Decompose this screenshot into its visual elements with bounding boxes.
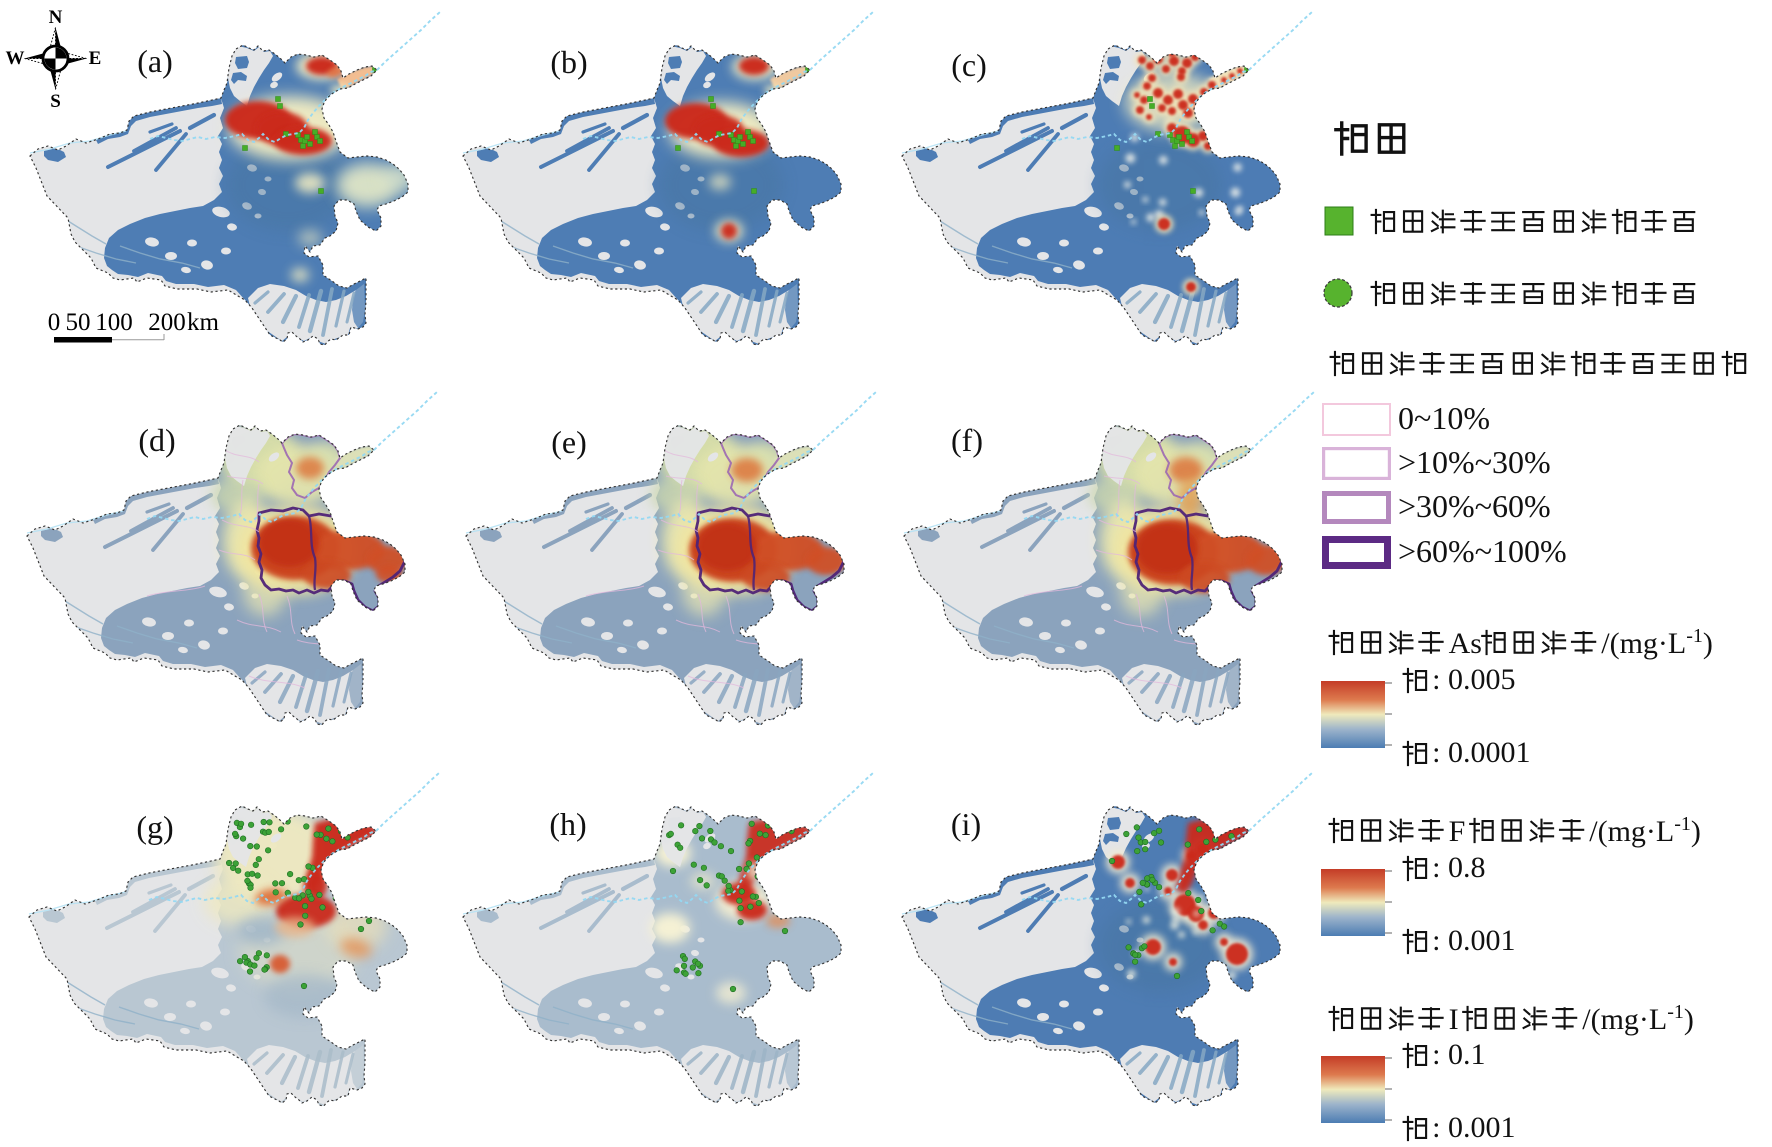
svg-text:N: N <box>49 7 63 28</box>
svg-text:>60%~100%: >60%~100% <box>1398 533 1567 569</box>
svg-text:(b): (b) <box>550 44 587 80</box>
svg-text:: 0.001: : 0.001 <box>1432 1111 1515 1144</box>
svg-text:E: E <box>89 48 102 69</box>
svg-text:>30%~60%: >30%~60% <box>1398 488 1551 524</box>
svg-text:: 0.005: : 0.005 <box>1432 663 1515 696</box>
svg-text:(i): (i) <box>951 806 981 842</box>
svg-text:200: 200 <box>148 309 186 336</box>
svg-text:: 0.8: : 0.8 <box>1432 851 1485 884</box>
svg-text:: 0.001: : 0.001 <box>1432 924 1515 957</box>
svg-text:100: 100 <box>95 309 133 336</box>
svg-text:(g): (g) <box>136 809 173 845</box>
svg-text:(c): (c) <box>951 47 987 83</box>
svg-text:>10%~30%: >10%~30% <box>1398 444 1551 480</box>
svg-text:As: As <box>1449 627 1482 660</box>
svg-text:(e): (e) <box>551 424 587 460</box>
svg-text:(f): (f) <box>951 422 983 458</box>
svg-text:: 0.1: : 0.1 <box>1432 1038 1485 1071</box>
svg-text:: 0.0001: : 0.0001 <box>1432 736 1530 769</box>
svg-text:0~10%: 0~10% <box>1398 400 1490 436</box>
svg-text:km: km <box>187 309 220 336</box>
svg-text:(h): (h) <box>549 806 586 842</box>
svg-text:W: W <box>6 48 25 69</box>
svg-text:0: 0 <box>48 309 61 336</box>
svg-text:F: F <box>1449 815 1466 848</box>
svg-text:I: I <box>1449 1003 1459 1036</box>
svg-text:50: 50 <box>66 309 91 336</box>
svg-text:(d): (d) <box>138 422 175 458</box>
svg-text:S: S <box>50 91 61 112</box>
svg-text:(a): (a) <box>137 43 173 79</box>
